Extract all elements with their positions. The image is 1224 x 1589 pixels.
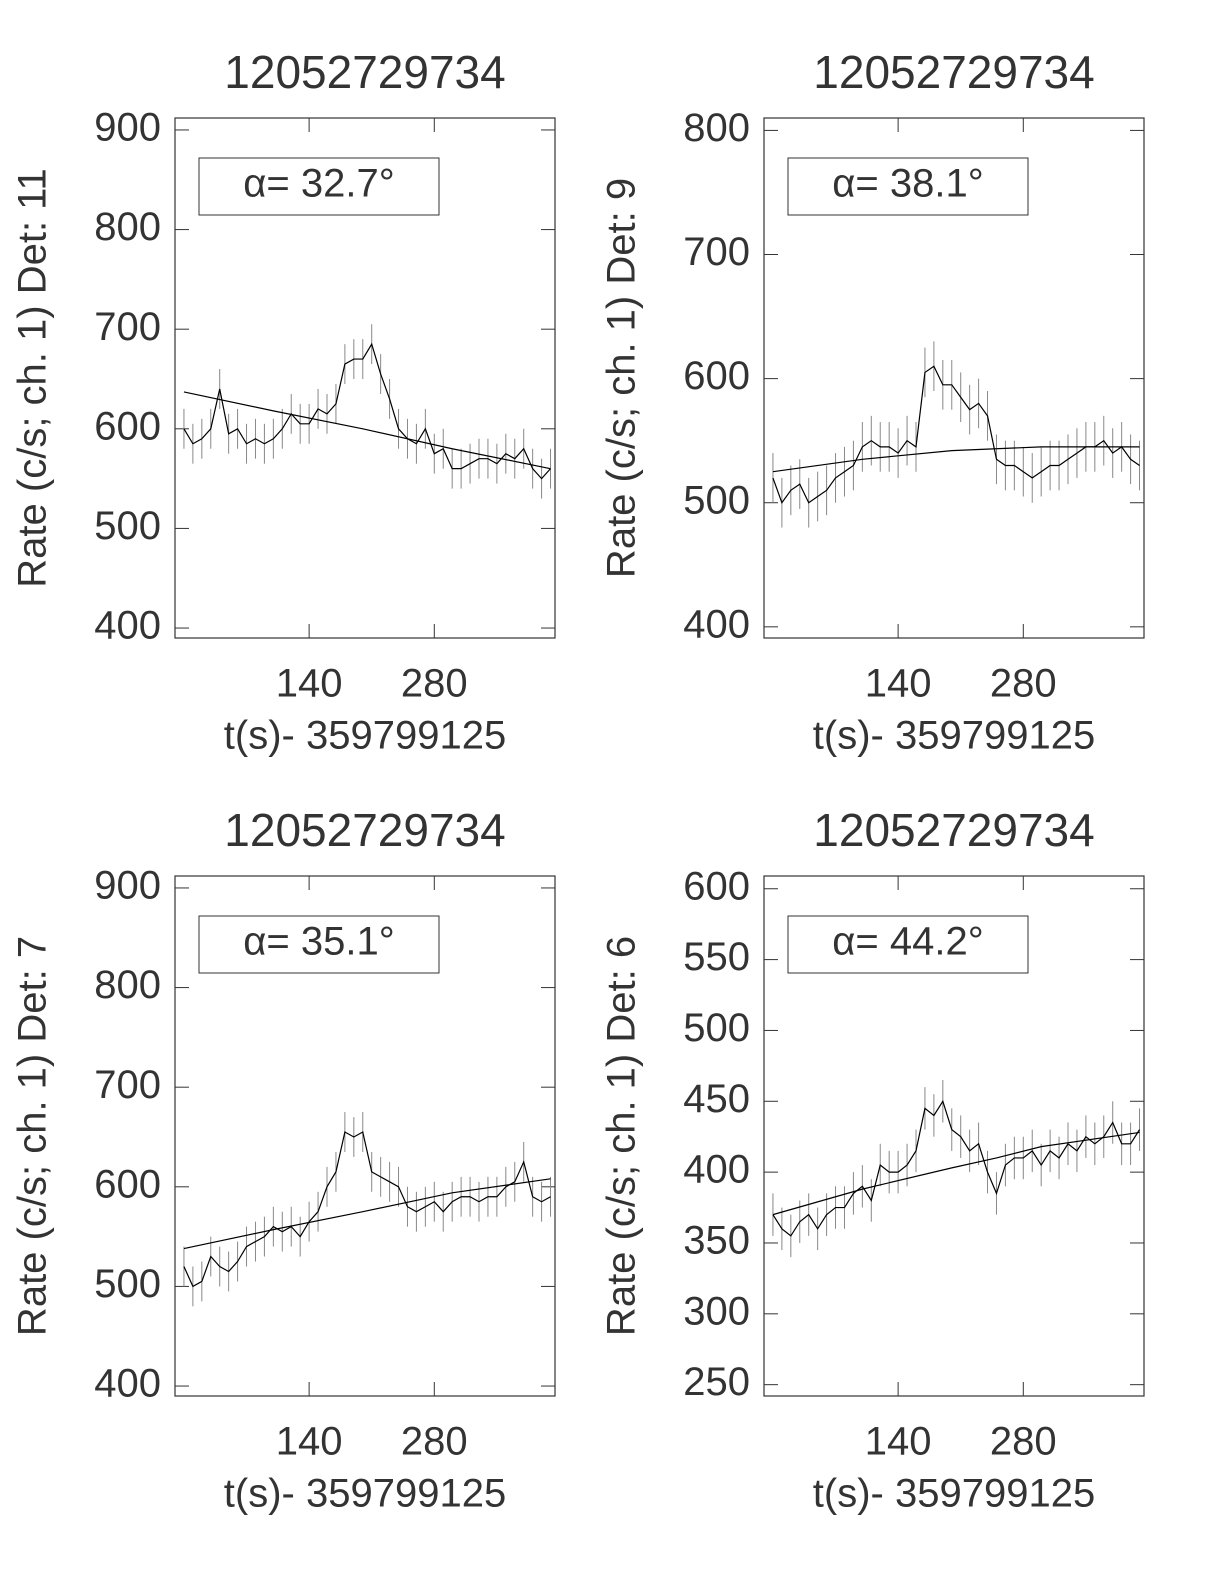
y-tick-label: 900 <box>94 864 161 908</box>
y-tick-label: 500 <box>683 478 750 522</box>
x-tick-label: 280 <box>990 1420 1057 1464</box>
y-axis-label: Rate (c/s; ch. 1) Det: 9 <box>600 178 644 578</box>
data-line <box>183 342 551 480</box>
plot-frame <box>174 117 556 639</box>
y-tick-label: 700 <box>94 1063 161 1107</box>
y-tick-label: 600 <box>94 404 161 448</box>
y-axis-label: Rate (c/s; ch. 1) Det: 6 <box>600 936 644 1336</box>
y-tick-label: 400 <box>94 604 161 648</box>
y-tick-label: 400 <box>683 602 750 646</box>
panel-title: 12052729734 <box>224 46 505 98</box>
y-axis-label: Rate (c/s; ch. 1) Det: 11 <box>11 168 55 587</box>
y-tick-label: 350 <box>683 1219 750 1263</box>
annotation-box <box>787 915 1029 974</box>
fit-line <box>772 446 1140 473</box>
plot-frame <box>763 117 1145 639</box>
y-tick-label: 800 <box>94 205 161 249</box>
y-tick-label: 500 <box>683 1006 750 1050</box>
y-tick-label: 500 <box>94 1262 161 1306</box>
x-axis-label: t(s)- 359799125 <box>813 1472 1095 1516</box>
x-tick-label: 140 <box>865 662 932 706</box>
y-tick-label: 450 <box>683 1077 750 1121</box>
annotation: α= 44.2° <box>832 920 983 964</box>
fit-line <box>772 1131 1140 1216</box>
x-tick-label: 280 <box>401 1420 468 1464</box>
annotation-box <box>198 157 440 216</box>
plot-frame <box>763 875 1145 1397</box>
y-tick-label: 250 <box>683 1360 750 1404</box>
y-tick-label: 600 <box>94 1162 161 1206</box>
x-tick-label: 280 <box>401 662 468 706</box>
y-tick-label: 600 <box>683 864 750 908</box>
y-tick-label: 300 <box>683 1289 750 1333</box>
y-tick-label: 400 <box>94 1362 161 1406</box>
panel-title: 12052729734 <box>224 804 505 856</box>
x-tick-label: 140 <box>276 1420 343 1464</box>
fit-line <box>183 391 551 470</box>
y-tick-label: 700 <box>683 230 750 274</box>
fit-line <box>183 1178 551 1250</box>
panel-title: 12052729734 <box>813 804 1094 856</box>
y-tick-label: 400 <box>683 1148 750 1192</box>
x-axis-label: t(s)- 359799125 <box>224 1472 506 1516</box>
x-tick-label: 140 <box>865 1420 932 1464</box>
y-axis-label: Rate (c/s; ch. 1) Det: 7 <box>11 936 55 1336</box>
data-line <box>772 365 1140 505</box>
y-tick-label: 700 <box>94 305 161 349</box>
annotation: α= 35.1° <box>243 920 394 964</box>
plot-frame <box>174 875 556 1397</box>
y-tick-label: 900 <box>94 106 161 150</box>
x-axis-label: t(s)- 359799125 <box>813 714 1095 758</box>
y-tick-label: 800 <box>683 106 750 150</box>
data-line <box>772 1099 1141 1237</box>
annotation-box <box>198 915 440 974</box>
y-tick-label: 550 <box>683 935 750 979</box>
annotation: α= 32.7° <box>243 162 394 206</box>
annotation-box <box>787 157 1029 216</box>
data-line <box>183 1131 551 1288</box>
y-tick-label: 500 <box>94 504 161 548</box>
panel-title: 12052729734 <box>813 46 1094 98</box>
y-tick-label: 800 <box>94 963 161 1007</box>
x-tick-label: 280 <box>990 662 1057 706</box>
x-axis-label: t(s)- 359799125 <box>224 714 506 758</box>
y-tick-label: 600 <box>683 354 750 398</box>
annotation: α= 38.1° <box>832 162 983 206</box>
x-tick-label: 140 <box>276 662 343 706</box>
